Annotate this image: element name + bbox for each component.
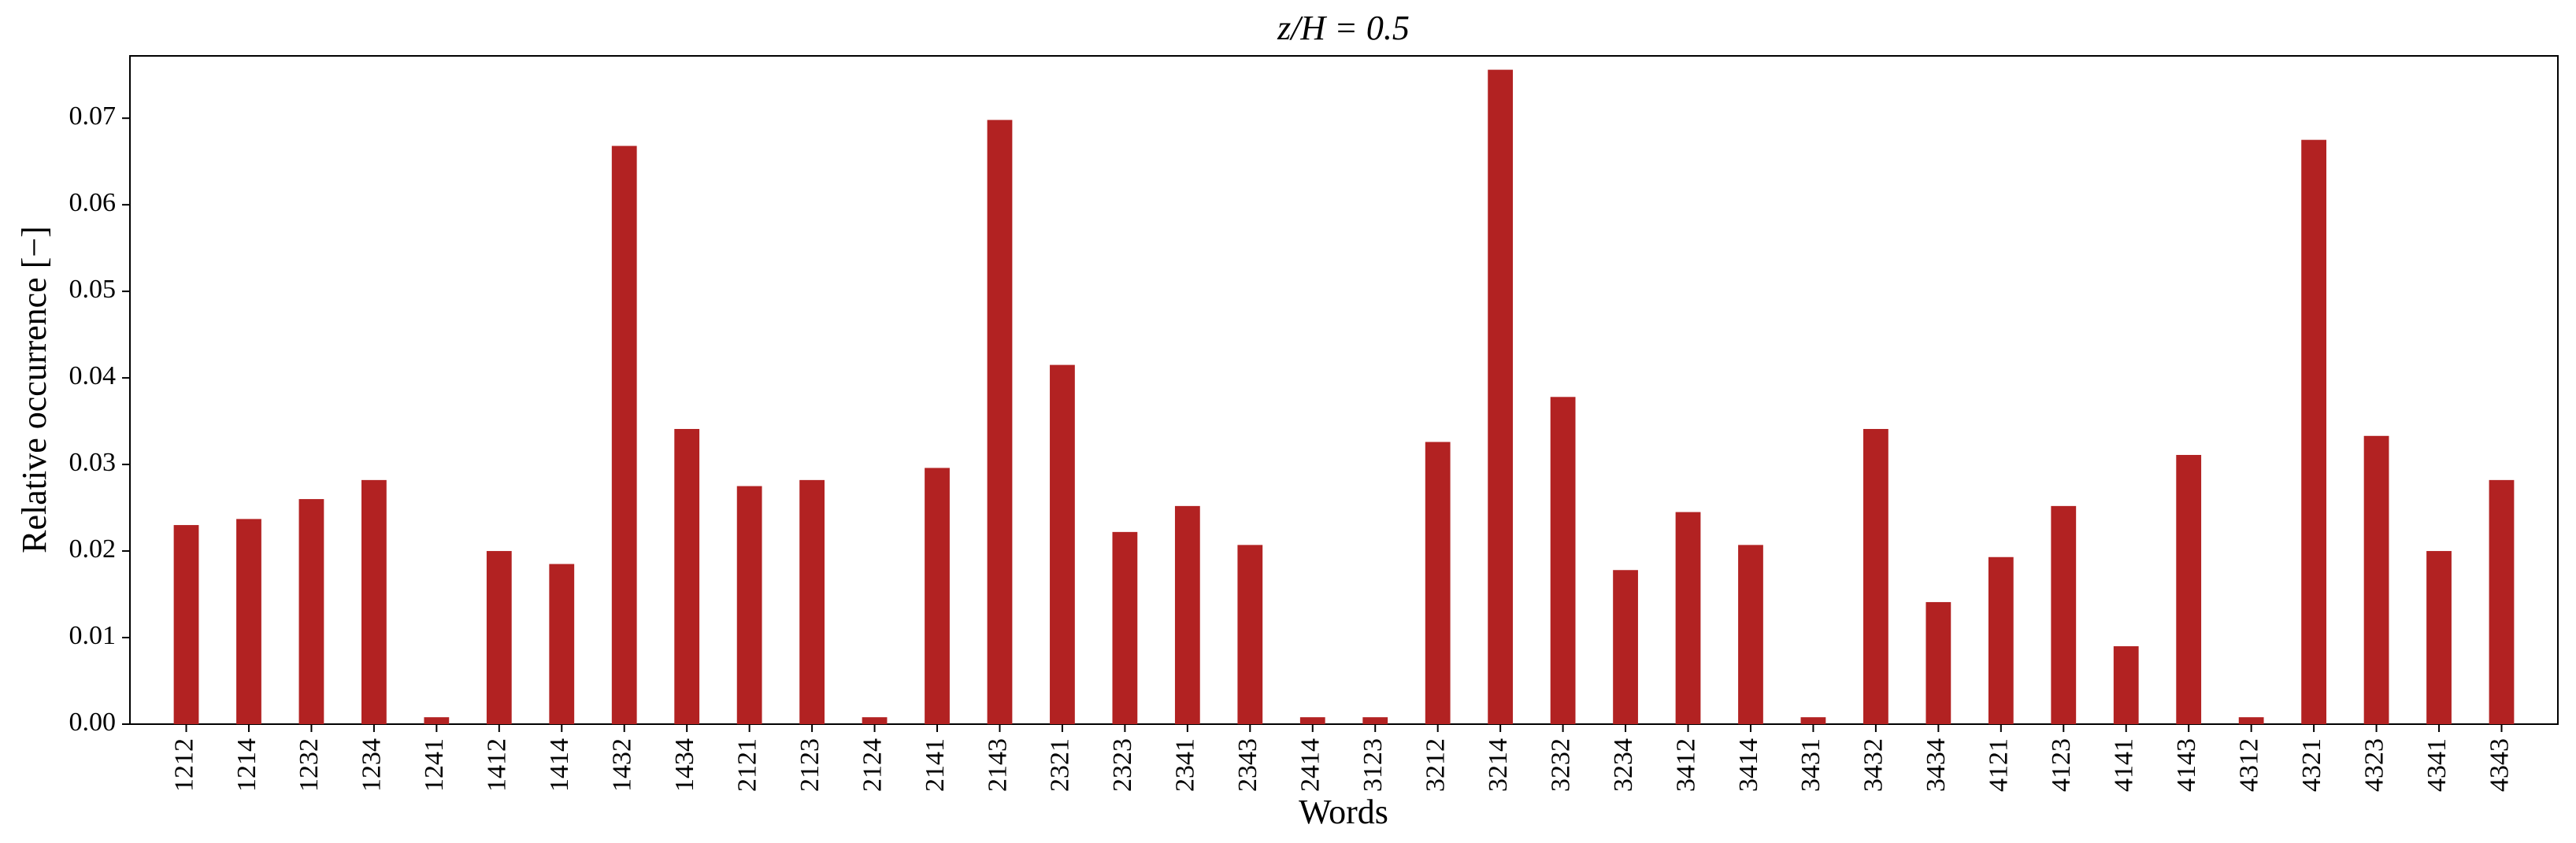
y-tick-label: 0.01 (69, 621, 117, 650)
plot-frame (129, 55, 2559, 725)
bar (173, 525, 199, 724)
x-tick-label: 2123 (795, 738, 825, 792)
x-tick-label: 2323 (1108, 738, 1137, 792)
bar (1174, 505, 1200, 724)
x-tick-label: 4312 (2234, 738, 2263, 792)
x-tick-label: 2141 (921, 738, 950, 792)
bar (2113, 646, 2139, 724)
x-tick-label: 2343 (1233, 738, 1262, 792)
x-tick-label: 1214 (232, 738, 261, 792)
bar (987, 120, 1013, 724)
x-tick-label: 4323 (2359, 738, 2389, 792)
bar (1050, 364, 1075, 724)
bar (799, 479, 825, 724)
bar (298, 499, 324, 724)
bar (549, 564, 575, 724)
x-tick-label: 3434 (1922, 738, 1951, 792)
x-tick-label: 2321 (1046, 738, 1075, 792)
bar (1550, 397, 1576, 724)
bar (1863, 428, 1888, 724)
y-tick-label: 0.05 (69, 275, 117, 304)
x-tick-label: 4123 (2047, 738, 2076, 792)
x-tick-label: 3431 (1796, 738, 1825, 792)
bar (1800, 717, 1826, 724)
bar (1926, 601, 1951, 724)
bar (236, 519, 261, 724)
x-tick-label: 4343 (2485, 738, 2514, 792)
bar (486, 551, 512, 724)
x-tick-label: 1212 (169, 738, 198, 792)
x-tick-label: 4121 (1985, 738, 2014, 792)
bar (2176, 454, 2202, 724)
bar (1738, 545, 1763, 724)
bar (1988, 556, 2014, 724)
x-tick-label: 4321 (2297, 738, 2326, 792)
x-tick-label: 3414 (1734, 738, 1763, 792)
x-tick-label: 4141 (2110, 738, 2139, 792)
bar (2051, 505, 2077, 724)
x-tick-label: 2143 (983, 738, 1012, 792)
bar (1112, 531, 1138, 724)
y-tick-label: 0.07 (69, 102, 117, 131)
bar (1237, 545, 1263, 724)
bar (2489, 479, 2515, 724)
bar (736, 486, 762, 724)
x-tick-label: 4341 (2422, 738, 2452, 792)
x-tick-label: 3432 (1859, 738, 1888, 792)
x-axis-label: Words (1299, 793, 1388, 831)
x-tick-label: 2121 (732, 738, 762, 792)
bar (862, 717, 888, 724)
y-tick-label: 0.06 (69, 188, 117, 217)
x-tick-label: 1234 (358, 738, 387, 792)
x-tick-label: 1412 (483, 738, 512, 792)
x-tick-label: 1434 (670, 738, 699, 792)
y-tick-label: 0.04 (69, 361, 117, 390)
bar (1675, 512, 1701, 724)
x-tick-label: 3234 (1609, 738, 1638, 792)
bar (1488, 69, 1514, 725)
bar (1299, 717, 1325, 724)
x-tick-label: 4143 (2172, 738, 2201, 792)
y-axis-label: Relative occurrence [−] (15, 226, 54, 553)
x-tick-label: 1232 (295, 738, 324, 792)
x-tick-label: 1241 (420, 738, 449, 792)
bar (611, 146, 637, 725)
x-tick-label: 3214 (1484, 738, 1513, 792)
bar (674, 428, 700, 724)
bar (1613, 570, 1638, 724)
x-tick-label: 2124 (858, 738, 887, 792)
x-tick-label: 3412 (1671, 738, 1700, 792)
bar (424, 717, 450, 724)
x-tick-label: 3232 (1546, 738, 1575, 792)
x-tick-label: 1432 (608, 738, 637, 792)
x-tick-label: 3212 (1421, 738, 1450, 792)
y-tick-label: 0.00 (69, 708, 117, 737)
bar (2363, 435, 2389, 724)
bar (925, 468, 950, 724)
x-tick-label: 2414 (1296, 738, 1325, 792)
bar (1362, 717, 1388, 724)
bar (2301, 139, 2327, 724)
x-tick-label: 2341 (1171, 738, 1200, 792)
x-tick-label: 3123 (1358, 738, 1388, 792)
bar (361, 479, 387, 724)
bar (2426, 551, 2452, 724)
y-tick-label: 0.03 (69, 448, 117, 477)
bar (2238, 717, 2264, 724)
x-tick-label: 1414 (545, 738, 574, 792)
y-tick-label: 0.02 (69, 534, 117, 564)
chart-title: z/H = 0.5 (1277, 9, 1410, 47)
bar (1425, 442, 1451, 724)
